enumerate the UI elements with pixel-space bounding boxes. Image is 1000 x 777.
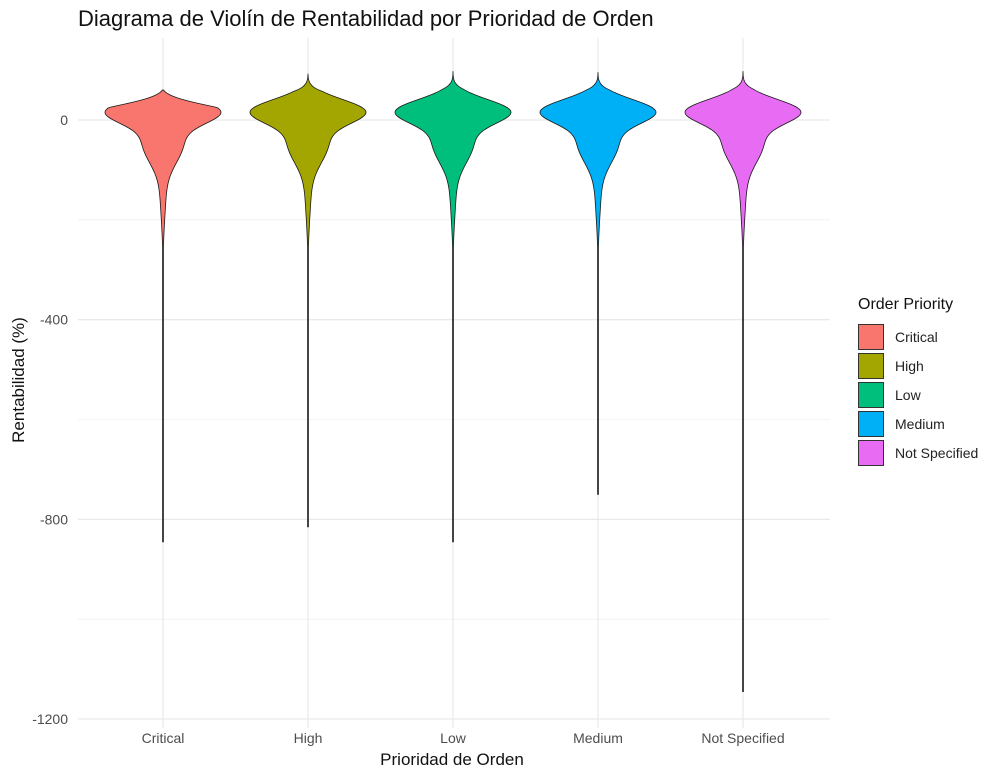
legend-item: Medium (858, 409, 978, 438)
legend-key (858, 381, 884, 408)
violin-low (394, 71, 512, 543)
legend-label: Low (895, 386, 921, 403)
x-tick-label: Not Specified (701, 730, 784, 746)
x-axis-title: Prioridad de Orden (380, 750, 524, 769)
y-axis-ticks: 0 -400 -800 -1200 (32, 112, 68, 727)
violin-not-specified (684, 71, 802, 692)
violins (104, 71, 802, 692)
legend-label: High (895, 357, 924, 374)
violin-medium (539, 72, 657, 495)
legend-item: Not Specified (858, 438, 978, 467)
legend-item: Critical (858, 322, 978, 351)
x-tick-label: Medium (573, 730, 623, 746)
legend-item: Low (858, 380, 978, 409)
x-tick-label: Low (440, 730, 467, 746)
violin-high (249, 73, 367, 528)
legend-key (858, 439, 884, 466)
legend-key (858, 323, 884, 350)
y-tick-label: -1200 (32, 711, 68, 727)
y-tick-label: 0 (60, 112, 68, 128)
x-tick-label: Critical (142, 730, 185, 746)
legend-key (858, 410, 884, 437)
legend-label: Medium (895, 415, 945, 432)
legend-key (858, 352, 884, 379)
violin-critical (104, 89, 222, 543)
legend-items: Critical High Low Medium Not Specified (858, 322, 978, 467)
y-tick-label: -400 (40, 312, 68, 328)
legend-title: Order Priority (858, 296, 954, 313)
legend: Order Priority Critical High Low Medium Not … (858, 296, 978, 467)
legend-item: High (858, 351, 978, 380)
legend-label: Not Specified (895, 444, 979, 461)
chart-title: Diagrama de Violín de Rentabilidad por P… (78, 6, 654, 31)
x-axis-ticks: Critical High Low Medium Not Specified (142, 730, 785, 746)
x-tick-label: High (294, 730, 323, 746)
y-axis-title: Rentabilidad (%) (9, 317, 28, 443)
y-tick-label: -800 (40, 511, 68, 527)
legend-label: Critical (895, 328, 938, 345)
